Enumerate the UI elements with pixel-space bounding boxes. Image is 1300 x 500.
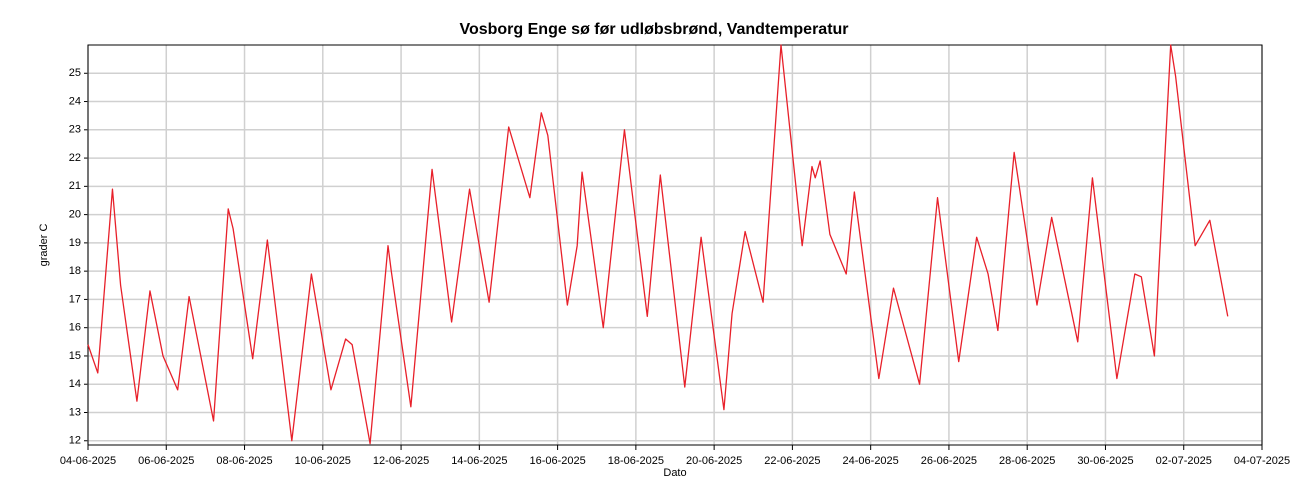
x-tick-label: 18-06-2025 [608, 455, 664, 467]
y-tick-label: 23 [69, 124, 81, 136]
x-tick-label: 06-06-2025 [138, 455, 194, 467]
y-tick-label: 20 [69, 209, 81, 221]
y-tick-label: 25 [69, 67, 81, 79]
x-tick-label: 24-06-2025 [843, 455, 899, 467]
y-tick-label: 12 [69, 435, 81, 447]
plot-frame [87, 44, 1263, 446]
y-tick-label: 14 [69, 378, 81, 390]
y-tick-label: 19 [69, 237, 81, 249]
chart-title: Vosborg Enge sø før udløbsbrønd, Vandtem… [459, 21, 848, 38]
y-axis-label: grader C [38, 224, 50, 267]
x-tick-label: 14-06-2025 [451, 455, 507, 467]
y-tick-label: 13 [69, 406, 81, 418]
x-tick-label: 30-06-2025 [1077, 455, 1133, 467]
x-tick-label: 16-06-2025 [529, 455, 585, 467]
x-axis-label: Dato [663, 467, 686, 479]
x-tick-label: 26-06-2025 [921, 455, 977, 467]
y-tick-label: 15 [69, 350, 81, 362]
y-tick-label: 22 [69, 152, 81, 164]
y-tick-label: 21 [69, 180, 81, 192]
y-tick-label: 18 [69, 265, 81, 277]
x-tick-label: 12-06-2025 [373, 455, 429, 467]
x-tick-label: 20-06-2025 [686, 455, 742, 467]
x-tick-label: 08-06-2025 [216, 455, 272, 467]
x-tick-label: 10-06-2025 [295, 455, 351, 467]
temperature-line [87, 44, 1229, 445]
y-tick-label: 24 [69, 95, 81, 107]
x-tick-label: 22-06-2025 [764, 455, 820, 467]
y-tick-label: 17 [69, 293, 81, 305]
x-tick-label: 04-07-2025 [1234, 455, 1290, 467]
y-tick-label: 16 [69, 322, 81, 334]
x-tick-label: 02-07-2025 [1156, 455, 1212, 467]
x-tick-label: 04-06-2025 [60, 455, 116, 467]
x-tick-label: 28-06-2025 [999, 455, 1055, 467]
